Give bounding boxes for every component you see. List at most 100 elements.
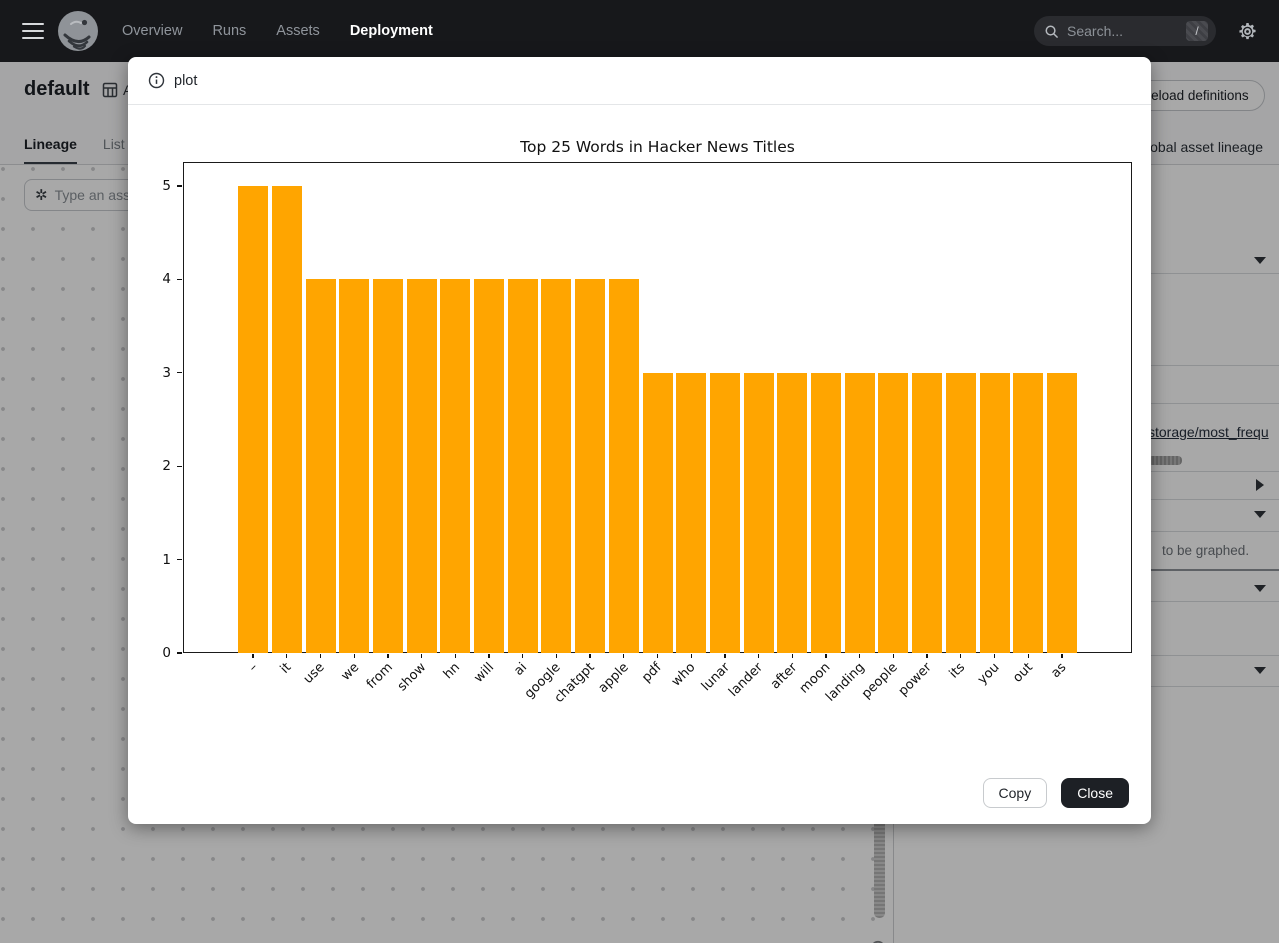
asset-path-link[interactable]: storage/most_frequ [1148,424,1269,440]
x-tick [724,654,726,658]
bar-chart: Top 25 Words in Hacker News Titles – it us… [128,57,1151,824]
chevron-down-icon[interactable] [1254,511,1266,518]
bar-show [406,279,437,653]
nav-link-runs[interactable]: Runs [212,23,247,39]
bar-use [305,279,336,653]
x-tick [454,654,456,658]
x-tick [488,654,490,658]
search-placeholder: Search... [1067,23,1124,39]
y-tick-label: 3 [162,364,171,381]
search-shortcut-badge: / [1186,21,1208,41]
bar-people [878,372,909,653]
y-tick [177,185,182,187]
x-tick [926,654,928,658]
y-tick [177,465,182,467]
x-tick-label: apple [595,660,632,697]
x-tick [286,654,288,658]
code-location-meta: A [102,82,132,98]
bar-you [979,372,1010,653]
y-tick [177,278,182,281]
x-tick [791,654,793,658]
bar-moon [811,372,841,653]
x-tick-label: show [394,660,430,695]
asset-group-icon [102,82,118,98]
bar-it [271,186,302,653]
global-asset-lineage-link[interactable]: Global asset lineage [1136,139,1263,155]
nav-link-deployment[interactable]: Deployment [349,23,433,39]
x-tick-label: lander [726,660,767,700]
bar-its [945,372,976,653]
bar-out [1013,372,1044,653]
top-nav: Overview Runs Assets Deployment Search..… [0,0,1279,62]
x-tick [757,654,760,658]
x-tick-label: use [301,660,329,687]
zoom-slider[interactable] [874,792,885,918]
copy-button[interactable]: Copy [982,778,1048,808]
bar-we [339,279,370,653]
hamburger-menu-icon[interactable] [22,23,44,39]
bar-will [474,279,504,653]
x-tick [252,654,254,658]
tab-lineage[interactable]: Lineage [24,136,77,164]
code-location-label: A [123,82,132,98]
horizontal-scrollbar-thumb[interactable] [1148,456,1182,465]
x-tick-label: hn [440,660,463,683]
bar-lander [743,372,774,653]
x-tick [623,654,625,658]
chevron-down-icon[interactable] [1254,585,1266,592]
y-tick-label: 2 [162,458,171,475]
chevron-right-icon[interactable] [1256,479,1264,491]
bar-chatgpt [575,279,606,653]
page-title: default [24,78,90,100]
x-tick-label: you [974,660,1003,688]
gear-icon[interactable] [1238,22,1257,41]
bar-– [238,186,269,653]
chart-title: Top 25 Words in Hacker News Titles [520,138,795,156]
x-tick [859,654,861,658]
dialog-header: plot [128,57,1151,105]
zoom-out-icon[interactable] [868,938,892,943]
asset-search-placeholder: Type an ass [54,187,131,203]
nav-right-group: Search... / [1034,16,1257,46]
chevron-down-icon[interactable] [1254,667,1266,674]
x-tick-label: as [1048,660,1070,682]
x-tick [1027,654,1029,658]
x-tick [353,654,355,658]
nav-link-assets[interactable]: Assets [276,23,320,39]
x-tick-label: people [859,660,902,702]
x-tick [555,654,558,658]
nav-link-overview[interactable]: Overview [122,23,183,39]
bar-hn [440,279,471,653]
x-tick [656,654,659,658]
x-tick-label: from [363,660,396,693]
x-tick [993,654,996,658]
search-input[interactable]: Search... / [1034,16,1216,46]
panel-description-text: to be graphed. [1162,543,1250,558]
bar-pdf [642,372,673,653]
chevron-down-icon[interactable] [1254,257,1266,264]
x-tick [589,654,591,658]
tab-list[interactable]: List [102,136,125,152]
bar-apple [608,279,639,653]
x-tick-label: it [277,660,295,677]
x-tick [319,654,322,658]
bar-google [541,279,572,653]
bar-ai [507,279,538,653]
dagster-logo-icon[interactable] [58,11,98,51]
x-tick [892,654,895,658]
x-tick [420,654,423,658]
close-button[interactable]: Close [1061,778,1129,808]
bar-power [912,372,943,653]
y-tick [177,372,182,374]
x-tick-label: after [767,660,800,693]
bar-lunar [709,372,740,653]
search-icon [1045,25,1058,38]
y-tick-label: 0 [162,645,171,661]
dialog-footer: Copy Close [982,778,1129,808]
x-tick [825,654,827,658]
y-tick [177,652,182,654]
y-tick-label: 1 [162,551,171,568]
info-icon [148,72,165,89]
view-tabs: Lineage List [24,136,125,164]
